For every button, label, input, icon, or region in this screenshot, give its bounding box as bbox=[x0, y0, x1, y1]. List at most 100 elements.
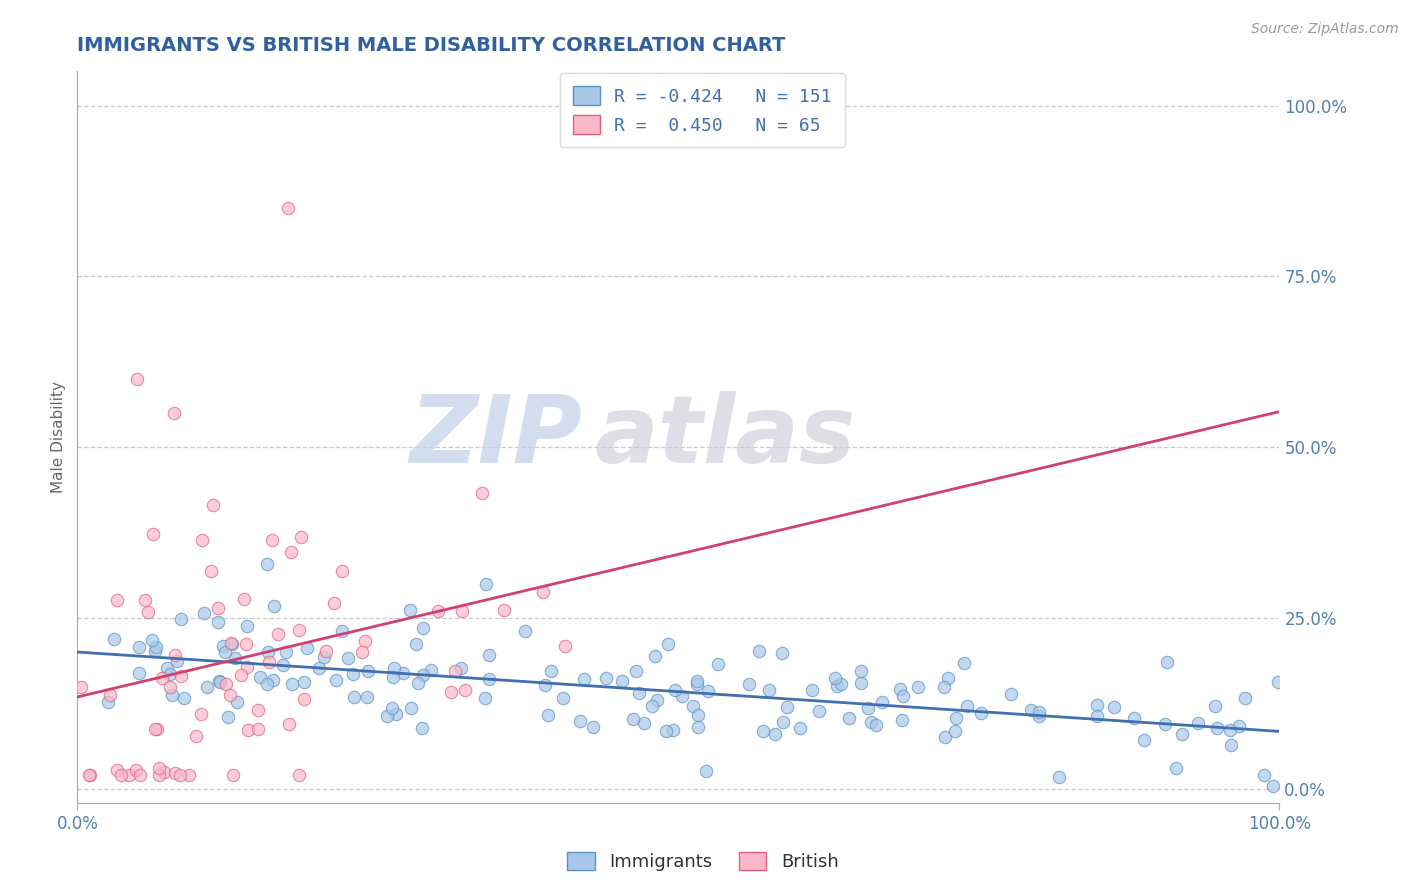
Point bbox=[1171, 727, 1194, 741]
Point bbox=[934, 680, 956, 694]
Point bbox=[830, 677, 852, 691]
Point bbox=[100, 688, 122, 702]
Point bbox=[531, 585, 554, 599]
Point bbox=[143, 643, 166, 657]
Point bbox=[169, 768, 191, 782]
Point bbox=[218, 689, 240, 703]
Point bbox=[173, 690, 195, 705]
Point bbox=[391, 666, 413, 681]
Point bbox=[69, 680, 91, 694]
Point bbox=[707, 657, 730, 671]
Point bbox=[143, 722, 166, 736]
Point bbox=[308, 660, 330, 674]
Point bbox=[128, 640, 150, 654]
Point bbox=[770, 646, 793, 660]
Point bbox=[200, 564, 222, 578]
Point bbox=[1187, 716, 1209, 731]
Point bbox=[401, 700, 423, 714]
Point bbox=[1204, 698, 1226, 713]
Point bbox=[166, 654, 188, 668]
Point bbox=[776, 700, 799, 714]
Point bbox=[686, 674, 709, 689]
Point bbox=[221, 636, 243, 650]
Point bbox=[77, 768, 100, 782]
Point bbox=[420, 663, 443, 677]
Point bbox=[398, 603, 420, 617]
Point bbox=[513, 624, 536, 638]
Point bbox=[405, 637, 427, 651]
Point bbox=[695, 764, 717, 779]
Point bbox=[610, 673, 633, 688]
Point bbox=[891, 713, 914, 727]
Point bbox=[170, 669, 193, 683]
Point bbox=[145, 640, 167, 655]
Point bbox=[385, 707, 408, 722]
Point bbox=[621, 713, 644, 727]
Legend: R = -0.424   N = 151, R =  0.450   N = 65: R = -0.424 N = 151, R = 0.450 N = 65 bbox=[560, 73, 845, 147]
Text: atlas: atlas bbox=[595, 391, 855, 483]
Point bbox=[141, 633, 163, 648]
Point bbox=[697, 683, 720, 698]
Point bbox=[662, 723, 685, 738]
Point bbox=[664, 683, 686, 698]
Point bbox=[79, 768, 101, 782]
Point bbox=[97, 695, 120, 709]
Point bbox=[277, 716, 299, 731]
Point bbox=[152, 764, 174, 779]
Point bbox=[277, 201, 299, 215]
Point bbox=[645, 693, 668, 707]
Point bbox=[838, 711, 860, 725]
Point bbox=[450, 661, 472, 675]
Point bbox=[1028, 705, 1050, 719]
Point bbox=[384, 661, 406, 675]
Text: ZIP: ZIP bbox=[409, 391, 582, 483]
Point bbox=[146, 722, 169, 736]
Point bbox=[225, 695, 247, 709]
Point bbox=[236, 618, 259, 632]
Point bbox=[849, 676, 872, 690]
Point bbox=[758, 683, 780, 698]
Point bbox=[865, 718, 887, 732]
Point bbox=[105, 593, 128, 607]
Point bbox=[440, 685, 463, 699]
Point bbox=[256, 645, 278, 659]
Point bbox=[221, 636, 243, 650]
Point bbox=[1085, 709, 1108, 723]
Point bbox=[763, 726, 786, 740]
Point bbox=[748, 644, 770, 658]
Point bbox=[160, 688, 183, 702]
Point bbox=[870, 695, 893, 709]
Point bbox=[184, 729, 207, 743]
Point bbox=[202, 498, 225, 512]
Point bbox=[128, 666, 150, 681]
Point bbox=[1219, 723, 1241, 738]
Point bbox=[889, 681, 911, 696]
Point bbox=[1047, 770, 1070, 784]
Point bbox=[891, 690, 914, 704]
Point bbox=[807, 704, 830, 718]
Point bbox=[295, 640, 318, 655]
Point bbox=[772, 714, 794, 729]
Point bbox=[582, 720, 605, 734]
Point bbox=[595, 671, 617, 685]
Point bbox=[127, 372, 149, 386]
Text: IMMIGRANTS VS BRITISH MALE DISABILITY CORRELATION CHART: IMMIGRANTS VS BRITISH MALE DISABILITY CO… bbox=[77, 36, 786, 54]
Point bbox=[288, 768, 311, 782]
Point bbox=[150, 671, 173, 685]
Point bbox=[454, 683, 477, 698]
Point bbox=[569, 714, 592, 729]
Point bbox=[406, 676, 429, 690]
Point bbox=[322, 596, 344, 610]
Point bbox=[343, 690, 366, 705]
Point bbox=[330, 564, 353, 578]
Point bbox=[824, 672, 846, 686]
Point bbox=[444, 664, 467, 678]
Point bbox=[103, 632, 125, 647]
Point bbox=[294, 691, 316, 706]
Point bbox=[534, 678, 557, 692]
Point bbox=[330, 624, 353, 639]
Point bbox=[540, 665, 562, 679]
Point bbox=[686, 720, 709, 734]
Point bbox=[235, 637, 257, 651]
Point bbox=[207, 600, 229, 615]
